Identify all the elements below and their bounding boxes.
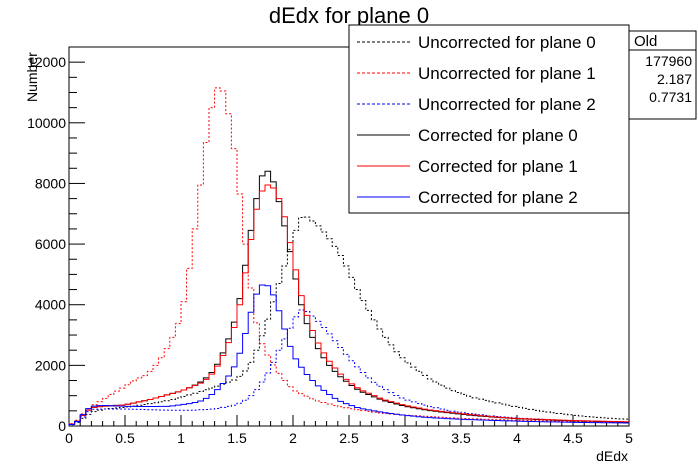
y-tick-label: 6000 xyxy=(35,236,66,252)
x-tick-label: 0 xyxy=(65,430,73,446)
series-line xyxy=(68,284,629,426)
stats-box: Old 177960 2.187 0.7731 xyxy=(625,30,697,120)
chart-title: dEdx for plane 0 xyxy=(269,3,429,28)
x-tick-label: 0.5 xyxy=(115,430,135,446)
x-tick-label: 4.5 xyxy=(563,430,583,446)
y-tick-label: 0 xyxy=(58,418,66,434)
axis-ticks: 0 0.5 1 1.5 2 2.5 3 3.5 4 4.5 5 0 2000 4000 6000 8000 10… xyxy=(27,46,633,446)
x-tick-label: 1 xyxy=(177,430,185,446)
legend: Uncorrected for plane 0 Uncorrected for p… xyxy=(348,24,630,214)
legend-label: Corrected for plane 2 xyxy=(418,188,578,207)
legend-label: Uncorrected for plane 1 xyxy=(418,64,596,83)
y-tick-label: 12000 xyxy=(27,54,66,70)
series-line xyxy=(68,87,629,426)
x-tick-label: 1.5 xyxy=(227,430,247,446)
series-line xyxy=(68,309,629,426)
x-tick-label: 2 xyxy=(289,430,297,446)
legend-label: Uncorrected for plane 0 xyxy=(418,33,596,52)
legend-label: Corrected for plane 0 xyxy=(418,126,578,145)
legend-label: Uncorrected for plane 2 xyxy=(418,95,596,114)
x-tick-label: 5 xyxy=(625,430,633,446)
stats-value-mean: 2.187 xyxy=(657,71,692,87)
x-tick-label: 2.5 xyxy=(339,430,359,446)
y-tick-label: 4000 xyxy=(35,297,66,313)
stats-box-header: Old xyxy=(634,33,657,50)
legend-label: Corrected for plane 1 xyxy=(418,157,578,176)
x-axis-label: dEdx xyxy=(596,448,628,464)
y-tick-label: 8000 xyxy=(35,175,66,191)
stats-value-stddev: 0.7731 xyxy=(649,89,692,105)
series-line xyxy=(68,216,629,426)
x-tick-label: 3 xyxy=(401,430,409,446)
y-tick-label: 10000 xyxy=(27,115,66,131)
stats-value-entries: 177960 xyxy=(645,53,692,69)
series-line xyxy=(68,184,629,426)
series-lines xyxy=(68,87,629,426)
x-tick-label: 3.5 xyxy=(451,430,471,446)
x-tick-label: 4 xyxy=(513,430,521,446)
y-tick-label: 2000 xyxy=(35,357,66,373)
y-axis-label: Number xyxy=(24,52,40,102)
